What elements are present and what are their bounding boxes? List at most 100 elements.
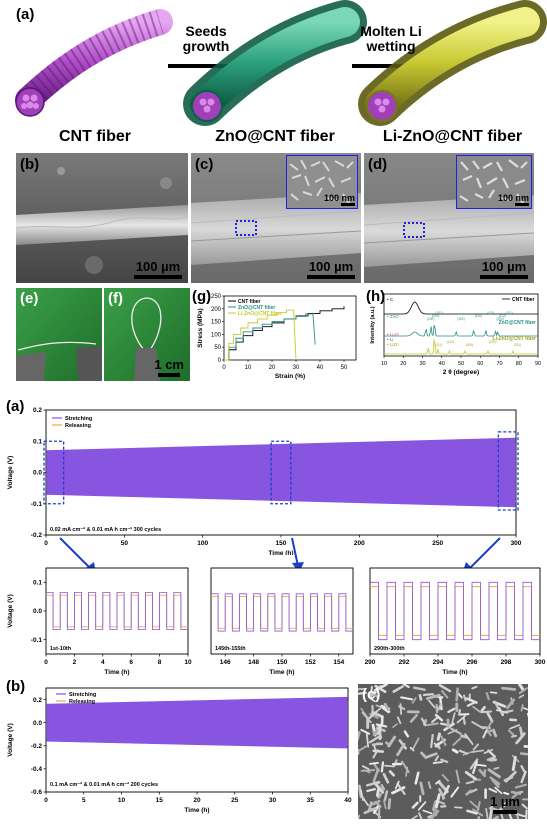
nanostructure xyxy=(396,742,406,757)
nanostructure xyxy=(383,702,390,711)
nanostructure xyxy=(358,745,368,753)
panel-label-f: (f) xyxy=(108,290,123,307)
chart-h: 10 20 30 40 50 60 70 80 90 2 θ (degree) Intensity … xyxy=(370,293,541,376)
y-tick-label: 50 xyxy=(214,345,221,351)
nanostructure xyxy=(420,751,428,760)
marker-legend: • Li xyxy=(387,337,393,342)
nanostructure xyxy=(483,749,494,754)
x-tick-label: 40 xyxy=(344,797,352,804)
x-tick-label: 60 xyxy=(477,361,483,367)
nanostructure xyxy=(429,809,440,819)
nanostructure xyxy=(440,735,447,747)
nanostructure xyxy=(493,766,500,770)
y-tick-label: -0.1 xyxy=(31,637,43,644)
legend-label: CNT fiber xyxy=(512,297,535,303)
nanostructure xyxy=(382,773,390,784)
x-tick-label: 50 xyxy=(341,365,348,371)
nanostructure xyxy=(480,706,486,712)
panel-label-b: (b) xyxy=(20,156,40,173)
scalebar-fig2-c-text: 1 µm xyxy=(490,794,520,809)
nanostructure xyxy=(388,770,396,777)
nanostructure xyxy=(396,782,406,795)
peak-label: (220) xyxy=(489,340,496,344)
nanostructure xyxy=(417,801,427,811)
marker-legend: • LiZn xyxy=(387,342,399,347)
x-tick-label: 70 xyxy=(496,361,502,367)
nanostructure xyxy=(519,752,528,756)
nanostructure xyxy=(520,704,524,712)
nanostructure xyxy=(492,728,498,738)
nanostructure xyxy=(372,768,380,783)
fig2-panel-label-b: (b) xyxy=(6,678,26,695)
nanostructure xyxy=(458,708,461,716)
nanostructure xyxy=(511,734,518,738)
y-tick-label: -0.1 xyxy=(31,501,43,508)
x-tick-label: 2 xyxy=(73,659,77,666)
nanostructure xyxy=(522,707,528,711)
nanostructure xyxy=(482,729,488,739)
x-tick-label: 250 xyxy=(432,540,443,547)
nanostructure xyxy=(399,703,403,715)
y-tick-label: 150 xyxy=(211,320,222,326)
x-tick-label: 40 xyxy=(317,365,324,371)
chart-a-main: 0 50 100 150 200 250 300 -0.2 -0.1 0.0 0.1 0.2 Time … xyxy=(7,407,522,555)
nanostructure xyxy=(501,686,517,691)
nanostructure xyxy=(409,746,415,752)
nanostructure xyxy=(489,758,498,762)
nanostructure xyxy=(487,768,501,779)
x-tick-label: 148 xyxy=(248,659,259,666)
plot-area xyxy=(46,591,188,631)
arrow1-line1: Seeds xyxy=(185,23,227,39)
nanostructure xyxy=(383,799,387,810)
peak-label: (002) xyxy=(432,314,439,318)
x-tick-label: 150 xyxy=(277,659,288,666)
scalebar-f-text: 1 cm xyxy=(154,357,184,372)
legend-label: CNT fiber xyxy=(238,299,261,305)
plot-area xyxy=(370,581,540,641)
peak-label: (311) xyxy=(514,343,521,347)
nanostructure xyxy=(374,684,387,694)
fiber-schematics xyxy=(15,0,547,126)
nanostructure xyxy=(366,788,376,793)
peak-label: (100) xyxy=(427,317,434,321)
nanostructure xyxy=(375,704,383,709)
stretching-line xyxy=(46,696,348,749)
nanostructure xyxy=(430,733,434,749)
stretching-line xyxy=(46,591,188,631)
nanostructure xyxy=(361,765,370,770)
nanostructure xyxy=(523,745,528,748)
peak-label: (200) xyxy=(466,343,473,347)
zoom-box xyxy=(497,431,519,511)
nanostructure xyxy=(472,743,480,751)
peak-label: (112) xyxy=(499,314,506,318)
y-tick-label: -0.2 xyxy=(31,743,43,750)
nanostructure xyxy=(518,694,525,699)
figure-1: (a) xyxy=(0,0,547,385)
legend-label: ZnO@CNT fiber xyxy=(499,320,536,326)
nanostructure xyxy=(452,737,462,746)
nanostructure xyxy=(510,790,522,796)
nanostructure xyxy=(409,714,418,723)
nanostructure xyxy=(371,799,381,806)
nanostructure xyxy=(396,716,402,724)
nanostructure xyxy=(381,706,391,714)
sem-image-b: 100 µm xyxy=(16,153,188,283)
nanostructure xyxy=(432,761,444,765)
y-tick-label: -0.4 xyxy=(31,766,43,773)
nanostructure xyxy=(413,686,426,691)
nanostructure xyxy=(503,791,510,796)
scalebar-c-inset: 100 nm xyxy=(324,193,355,206)
y-tick-label: 0.2 xyxy=(33,697,42,704)
nanostructure xyxy=(438,788,446,800)
nanostructure xyxy=(422,693,434,697)
series-line-2 xyxy=(224,309,297,361)
y-tick-label: 0 xyxy=(218,358,222,364)
nanostructure xyxy=(451,712,456,724)
arrow1-label: Seeds growth xyxy=(168,24,244,54)
stretching-line xyxy=(370,581,540,641)
y-tick-label: 0.0 xyxy=(33,720,42,727)
inset-d: 100 nm xyxy=(456,155,532,209)
fig2-panel-label-a: (a) xyxy=(6,398,25,415)
nanostructure xyxy=(458,749,469,755)
nanostructure xyxy=(425,693,441,700)
